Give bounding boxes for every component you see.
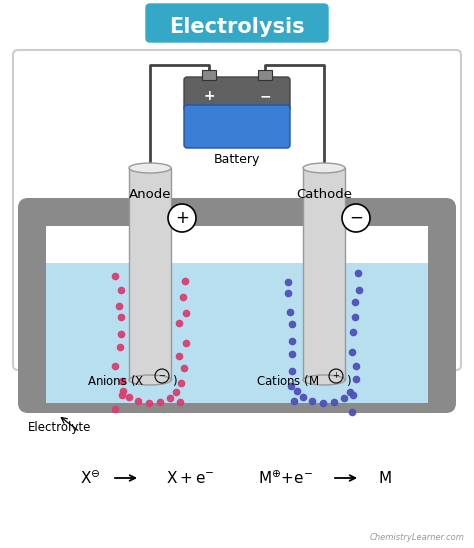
Text: +: + — [175, 209, 189, 227]
Text: ): ) — [346, 374, 351, 387]
Text: ChemistryLearner.com: ChemistryLearner.com — [370, 534, 465, 543]
FancyBboxPatch shape — [184, 105, 290, 148]
Ellipse shape — [303, 163, 345, 173]
Text: $\mathregular{X + e^{-}}$: $\mathregular{X + e^{-}}$ — [166, 470, 214, 486]
Text: Electrolyte: Electrolyte — [28, 421, 91, 435]
Bar — [46, 226, 428, 263]
Ellipse shape — [129, 163, 171, 173]
Text: $\mathregular{M}$: $\mathregular{M}$ — [378, 470, 392, 486]
Text: Anode: Anode — [129, 189, 171, 202]
Text: +: + — [333, 372, 339, 380]
Text: $\mathregular{X}^{\ominus}$: $\mathregular{X}^{\ominus}$ — [80, 469, 100, 487]
Circle shape — [342, 204, 370, 232]
Bar — [46, 263, 428, 403]
FancyBboxPatch shape — [184, 77, 290, 111]
Text: −: − — [158, 372, 165, 380]
Text: −: − — [349, 209, 363, 227]
Text: Battery: Battery — [214, 152, 260, 165]
Ellipse shape — [303, 375, 345, 385]
Bar — [258, 70, 272, 80]
Text: −: − — [259, 89, 271, 103]
Bar — [129, 168, 171, 380]
Circle shape — [168, 204, 196, 232]
FancyBboxPatch shape — [146, 4, 328, 42]
Text: Electrolysis: Electrolysis — [169, 17, 305, 37]
Text: +: + — [203, 89, 215, 103]
Text: Cathode: Cathode — [296, 189, 352, 202]
Text: $\mathregular{M}^{\oplus}\mathregular{+ e^{-}}$: $\mathregular{M}^{\oplus}\mathregular{+ … — [257, 469, 312, 487]
Text: Anions ($\mathregular{X}$: Anions ($\mathregular{X}$ — [88, 374, 145, 389]
Text: ): ) — [172, 374, 177, 387]
Ellipse shape — [129, 375, 171, 385]
Bar — [202, 70, 216, 80]
Bar — [303, 168, 345, 380]
FancyBboxPatch shape — [18, 198, 456, 413]
FancyBboxPatch shape — [13, 50, 461, 370]
Text: Cations ($\mathregular{M}$: Cations ($\mathregular{M}$ — [255, 374, 319, 389]
